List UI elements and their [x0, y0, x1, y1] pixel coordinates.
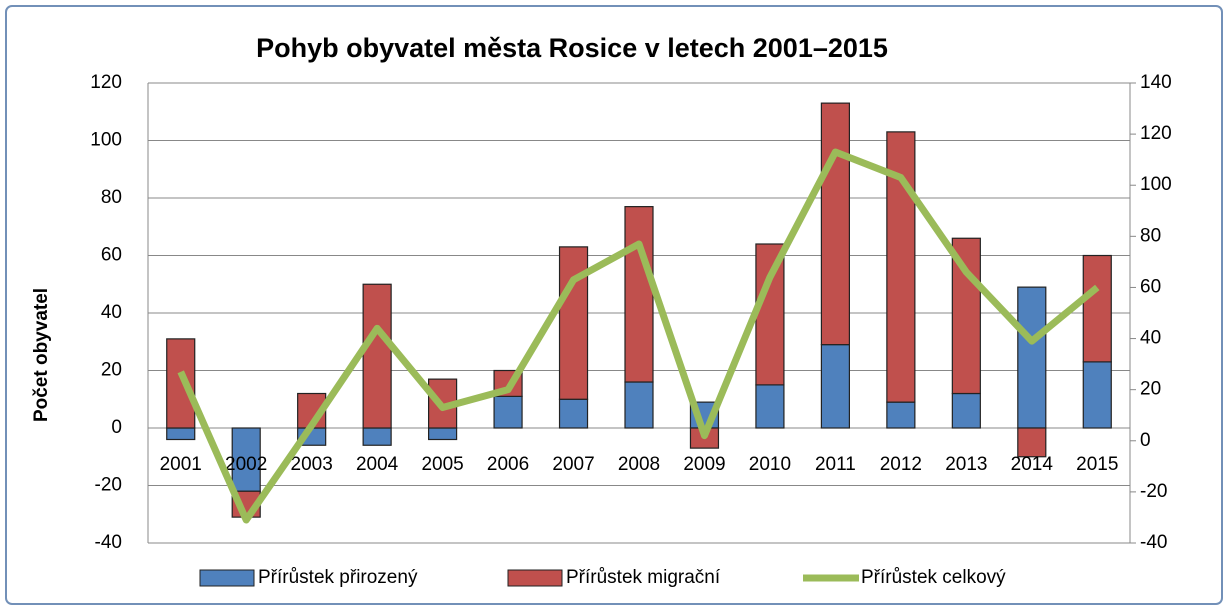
x-tick-label: 2004 [356, 454, 399, 475]
legend-label: Přírůstek celkový [861, 567, 1006, 588]
y2-tick-label: 40 [1140, 328, 1161, 349]
bar [1017, 427, 1047, 458]
x-tick-label: 2003 [291, 454, 333, 475]
legend-label: Přírůstek přirozený [258, 567, 418, 588]
bar [624, 381, 654, 429]
bar [231, 427, 261, 492]
bar [1082, 361, 1112, 429]
bar [558, 246, 589, 400]
bar [886, 401, 916, 429]
x-tick-label: 2013 [945, 454, 987, 475]
y-tick-label: -40 [95, 532, 122, 553]
x-tick-label: 2001 [160, 454, 202, 475]
bar [1082, 254, 1112, 363]
y-tick-label: 100 [90, 130, 122, 151]
bar [1017, 286, 1047, 429]
y-tick-label: -20 [95, 475, 122, 496]
x-tick-label: 2009 [683, 454, 725, 475]
bar [755, 243, 785, 386]
y-tick-label: 60 [101, 245, 122, 266]
bar [428, 427, 458, 441]
legend-label: Přírůstek migrační [566, 567, 721, 588]
x-tick-label: 2006 [487, 454, 529, 475]
line [177, 148, 1100, 524]
x-tick-label: 2002 [225, 454, 267, 475]
x-tick-label: 2008 [618, 454, 660, 475]
x-tick-label: 2015 [1076, 454, 1118, 475]
chart-title: Pohyb obyvatel města Rosice v letech 200… [256, 33, 888, 63]
bar [820, 344, 851, 429]
y2-tick-label: 0 [1140, 430, 1151, 451]
x-tick-label: 2005 [421, 454, 463, 475]
y-tick-label: 20 [101, 360, 122, 381]
y2-tick-label: 80 [1140, 225, 1161, 246]
legend-swatch [199, 569, 255, 587]
x-tick-label: 2007 [552, 454, 594, 475]
bar [362, 427, 392, 446]
chart-frame [5, 5, 1223, 605]
y-tick-label: 80 [101, 187, 122, 208]
legend-swatch [507, 569, 563, 587]
y2-tick-label: -40 [1140, 532, 1167, 553]
bar [624, 206, 654, 383]
y-tick-label: 40 [101, 302, 122, 323]
x-tick-label: 2011 [815, 454, 856, 475]
y2-tick-label: 100 [1140, 174, 1172, 195]
bar [755, 384, 785, 429]
bar [558, 398, 589, 429]
bar [166, 338, 196, 429]
bar [820, 102, 851, 346]
y2-tick-label: -20 [1140, 481, 1167, 502]
y2-tick-label: 60 [1140, 276, 1161, 297]
y2-tick-label: 140 [1140, 72, 1172, 93]
x-tick-label: 2014 [1011, 454, 1054, 475]
y2-tick-label: 20 [1140, 379, 1161, 400]
bar [951, 392, 981, 429]
bar [493, 395, 523, 429]
bar [166, 427, 196, 441]
x-tick-label: 2012 [880, 454, 922, 475]
y2-tick-label: 120 [1140, 123, 1172, 144]
x-tick-label: 2010 [749, 454, 791, 475]
y-axis-label: Počet obyvatel [31, 288, 52, 422]
y-tick-label: 0 [111, 417, 122, 438]
y-tick-label: 120 [90, 72, 122, 93]
bar [362, 283, 392, 429]
